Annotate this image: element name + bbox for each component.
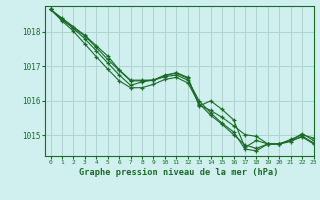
X-axis label: Graphe pression niveau de la mer (hPa): Graphe pression niveau de la mer (hPa)	[79, 168, 279, 177]
